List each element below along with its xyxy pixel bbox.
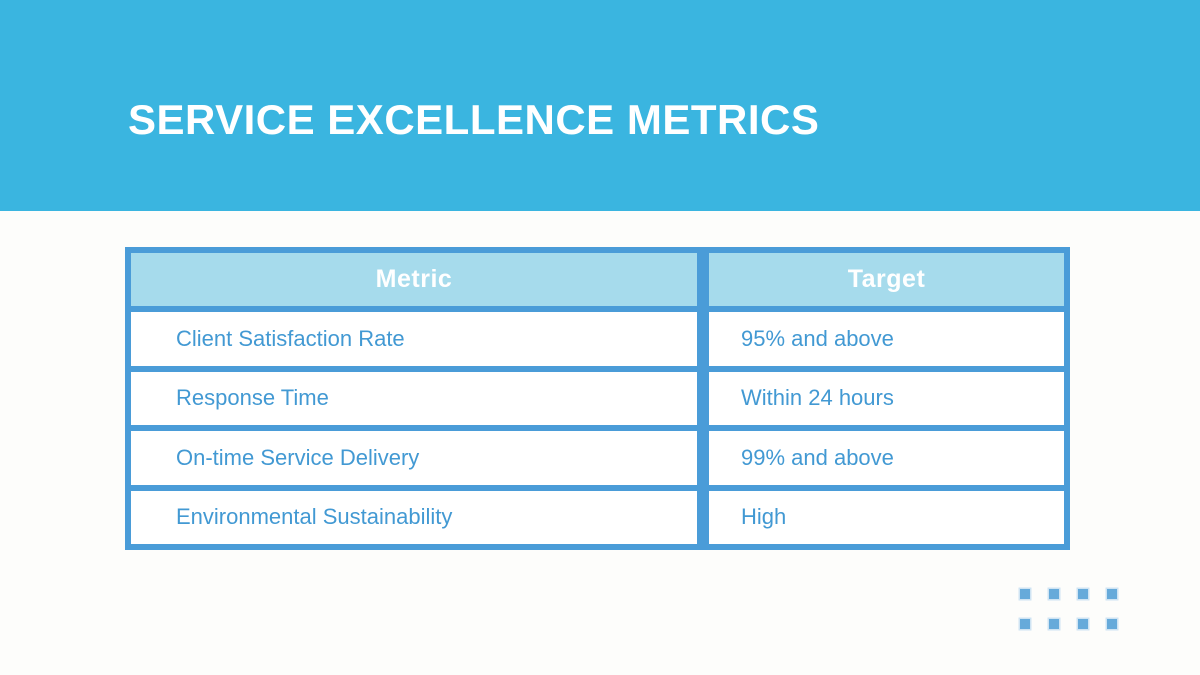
- dot: [1107, 619, 1117, 629]
- table-cell-target: 95% and above: [709, 312, 1064, 366]
- table-cell-metric: On-time Service Delivery: [131, 431, 697, 485]
- dot-grid-decoration: [1020, 589, 1117, 629]
- table-header-target: Target: [709, 253, 1064, 307]
- table-cell-metric: Environmental Sustainability: [131, 490, 697, 544]
- title-banner: SERVICE EXCELLENCE METRICS: [0, 0, 1200, 211]
- table-cell-target: Within 24 hours: [709, 371, 1064, 426]
- table-cell-target: 99% and above: [709, 431, 1064, 485]
- dot: [1020, 619, 1030, 629]
- dot: [1049, 589, 1059, 599]
- table-header-metric: Metric: [131, 253, 697, 307]
- dot: [1020, 589, 1030, 599]
- dot: [1078, 619, 1088, 629]
- dot: [1049, 619, 1059, 629]
- table-cell-metric: Client Satisfaction Rate: [131, 312, 697, 366]
- table-cell-metric: Response Time: [131, 371, 697, 426]
- page-title: SERVICE EXCELLENCE METRICS: [128, 96, 820, 143]
- dot: [1078, 589, 1088, 599]
- table-cell-target: High: [709, 490, 1064, 544]
- metrics-table: Metric Target Client Satisfaction Rate 9…: [125, 247, 1070, 550]
- dot: [1107, 589, 1117, 599]
